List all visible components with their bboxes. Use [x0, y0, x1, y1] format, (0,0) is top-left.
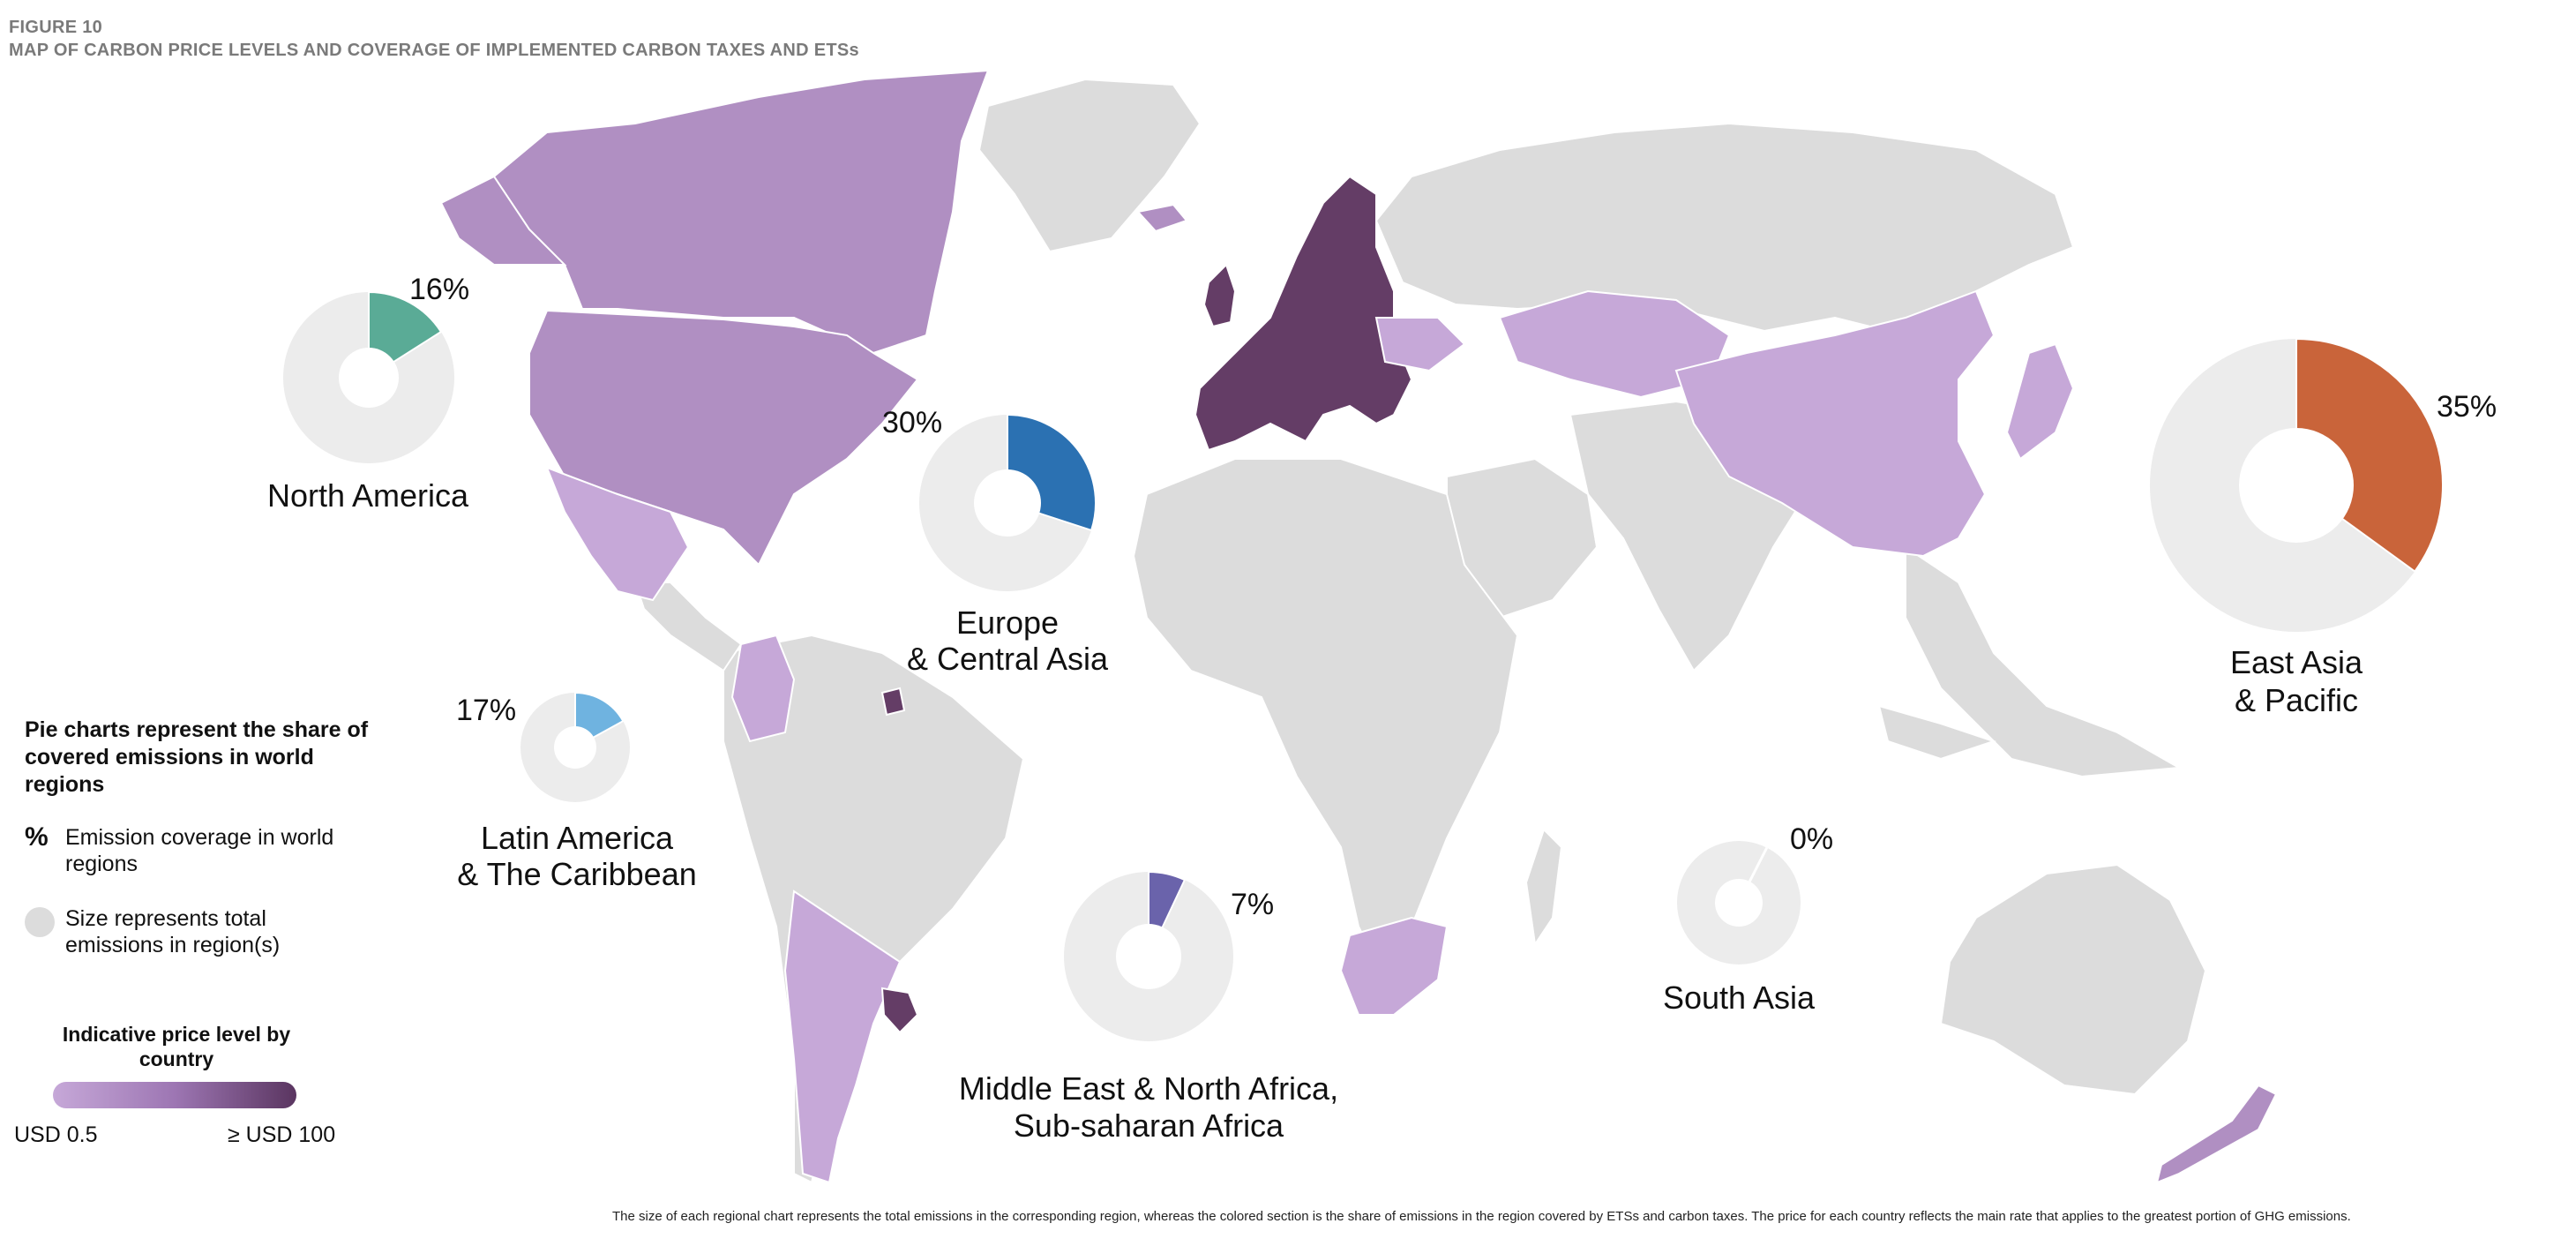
grey-circle-icon [25, 907, 55, 937]
mena-ssa-pie-hole [1116, 924, 1181, 989]
figure-title: MAP OF CARBON PRICE LEVELS AND COVERAGE … [9, 41, 859, 60]
alaska [439, 175, 567, 266]
mena-ssa-percent: 7% [1231, 888, 1274, 921]
new-zealand [2155, 1084, 2278, 1184]
east-asia-pacific-percent: 35% [2437, 390, 2497, 424]
south-asia-label: South Asia [1663, 980, 1816, 1016]
french-guiana [880, 687, 906, 717]
legend-heading: Pie charts represent the share of covere… [25, 717, 369, 797]
europe-central-asia-pie-hole [974, 469, 1041, 537]
north-america-label: North America [267, 477, 469, 514]
regional-pie-charts [283, 290, 2445, 1041]
mena-ssa-label-2: Sub-saharan Africa [1014, 1107, 1284, 1144]
east-asia-pacific-label-2: & Pacific [2235, 682, 2358, 718]
china [1674, 289, 1996, 558]
colombia [730, 634, 796, 743]
canada [492, 69, 990, 355]
priced-countries [439, 69, 2278, 1184]
price-legend-title: Indicative price level by country [62, 1023, 291, 1070]
central-america [633, 582, 743, 672]
region-labels: 16% North America 30% Europe & Central A… [267, 273, 2497, 1144]
north-america-percent: 16% [409, 273, 469, 306]
indonesia [1877, 704, 1997, 761]
united-states [528, 309, 919, 567]
south-asia-percent: 0% [1790, 822, 1833, 856]
latin-america-label-1: Latin America [481, 820, 674, 856]
latin-america-percent: 17% [456, 694, 516, 727]
latin-america-label-2: & The Caribbean [457, 856, 697, 892]
europe-central-asia-label-1: Europe [956, 604, 1059, 641]
iceland [1136, 203, 1188, 233]
united-kingdom [1202, 263, 1237, 328]
north-america-pie-hole [339, 348, 399, 408]
europe-central-asia-percent: 30% [882, 406, 942, 439]
south-asia-pie-hole [1715, 879, 1763, 927]
south-asia-pie-zero-marker [1748, 846, 1769, 882]
legend-size-text: Size represents total emissions in regio… [65, 906, 281, 957]
price-gradient-bar [53, 1082, 296, 1108]
legend-size-row: Size represents total emissions in regio… [25, 905, 360, 962]
legend-coverage-row: % Emission coverage in world regions [25, 824, 360, 881]
argentina-chile [783, 889, 902, 1184]
footnote: The size of each regional chart represen… [612, 1209, 2351, 1224]
greenland [977, 78, 1202, 253]
europe-ets [1194, 175, 1413, 452]
figure-number: FIGURE 10 [9, 18, 103, 37]
east-asia-pacific-label-1: East Asia [2230, 644, 2363, 680]
mexico [545, 466, 690, 602]
ukraine [1374, 317, 1466, 372]
east-asia-pacific-pie-hole [2239, 428, 2354, 543]
uruguay [880, 987, 919, 1034]
madagascar [1524, 828, 1563, 947]
south-africa [1339, 916, 1449, 1016]
japan-korea [2005, 342, 2075, 461]
price-min-label: USD 0.5 [14, 1122, 98, 1147]
percent-symbol: % [25, 822, 49, 852]
price-max-label: ≥ USD 100 [228, 1122, 336, 1147]
australia [1939, 863, 2207, 1096]
mena-ssa-label-1: Middle East & North Africa, [959, 1070, 1338, 1107]
europe-central-asia-label-2: & Central Asia [907, 641, 1109, 677]
east-asia-pacific-pie-covered-slice [2295, 337, 2445, 573]
legend-coverage-text: Emission coverage in world regions [65, 825, 334, 876]
latin-america-pie-hole [554, 726, 596, 769]
southeast-asia-land [1905, 545, 2183, 778]
